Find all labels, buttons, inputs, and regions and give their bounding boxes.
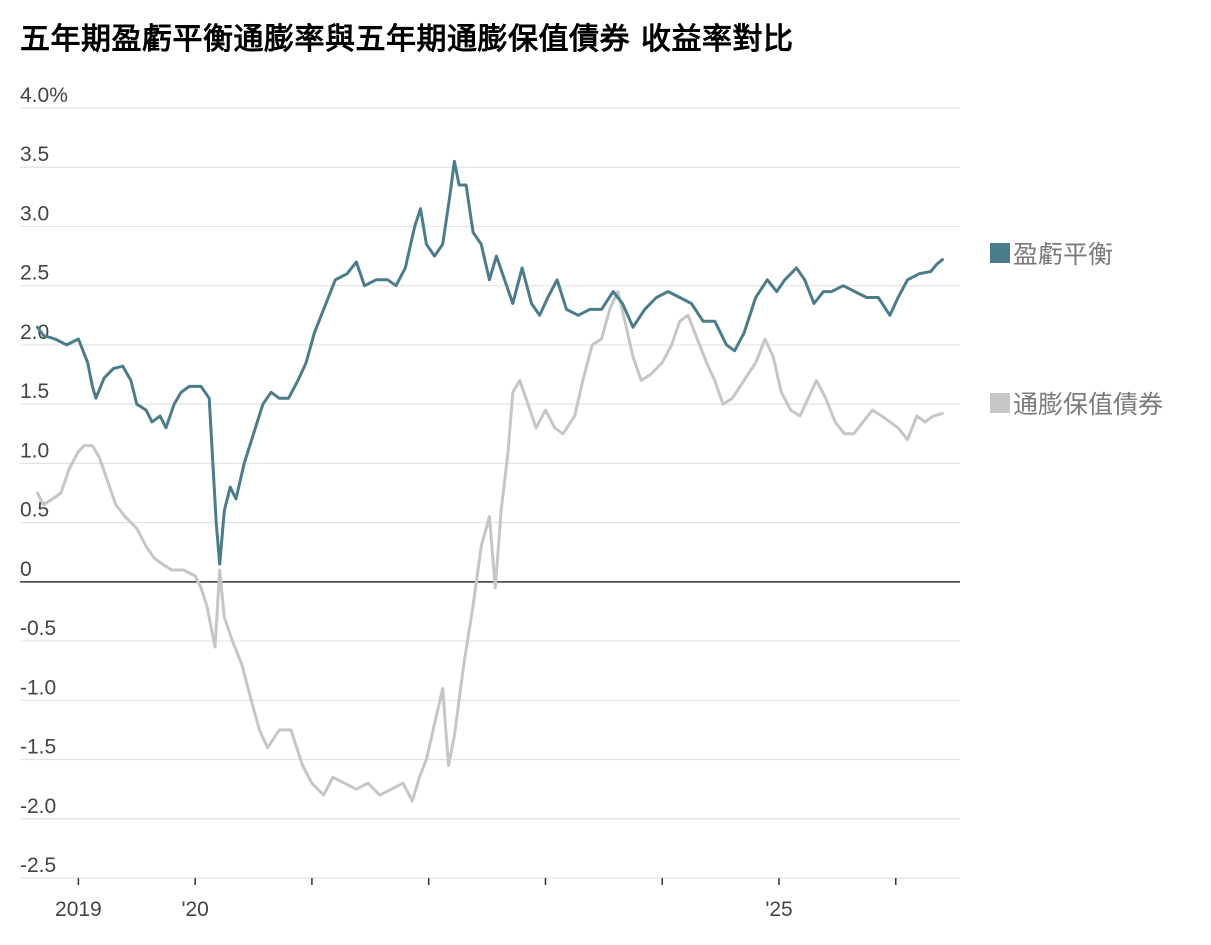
y-tick-label: -2.0 [20,795,56,818]
y-tick-label: 4.0% [20,84,68,107]
legend-swatch [990,243,1010,263]
y-tick-label: 0 [20,558,32,581]
y-tick-label: 2.5 [20,262,49,285]
y-tick-label: 3.5 [20,143,49,166]
y-tick-label: 2.0 [20,321,49,344]
legend-label: 通膨保值債券 [1013,390,1163,419]
series-line-0 [36,159,944,566]
x-tick-label: '20 [181,898,208,921]
y-tick-label: -1.5 [20,736,56,759]
series-line-1 [36,290,944,803]
legend-label: 盈虧平衡 [1013,240,1113,269]
chart-title: 五年期盈虧平衡通膨率與五年期通膨保值債券 收益率對比 [20,22,794,57]
y-tick-label: -1.0 [20,676,56,699]
y-tick-label: -0.5 [20,617,56,640]
x-axis-ticks: 2019 '20 '25 [55,878,897,921]
y-tick-label: 1.0 [20,439,49,462]
y-tick-label: 3.0 [20,202,49,225]
y-axis-ticks: 4.0% 3.5 3.0 2.5 2.0 1.5 1.0 0.5 0 -0.5 -1.0 -1.5 -2… [20,84,68,877]
x-tick-label: 2019 [55,898,102,921]
legend-swatch [990,393,1010,413]
x-tick-label: '25 [765,898,792,921]
series-lines [36,159,944,803]
y-tick-label: 0.5 [20,499,49,522]
y-tick-label: 1.5 [20,380,49,403]
y-tick-label: -2.5 [20,854,56,877]
gridlines [20,107,960,879]
